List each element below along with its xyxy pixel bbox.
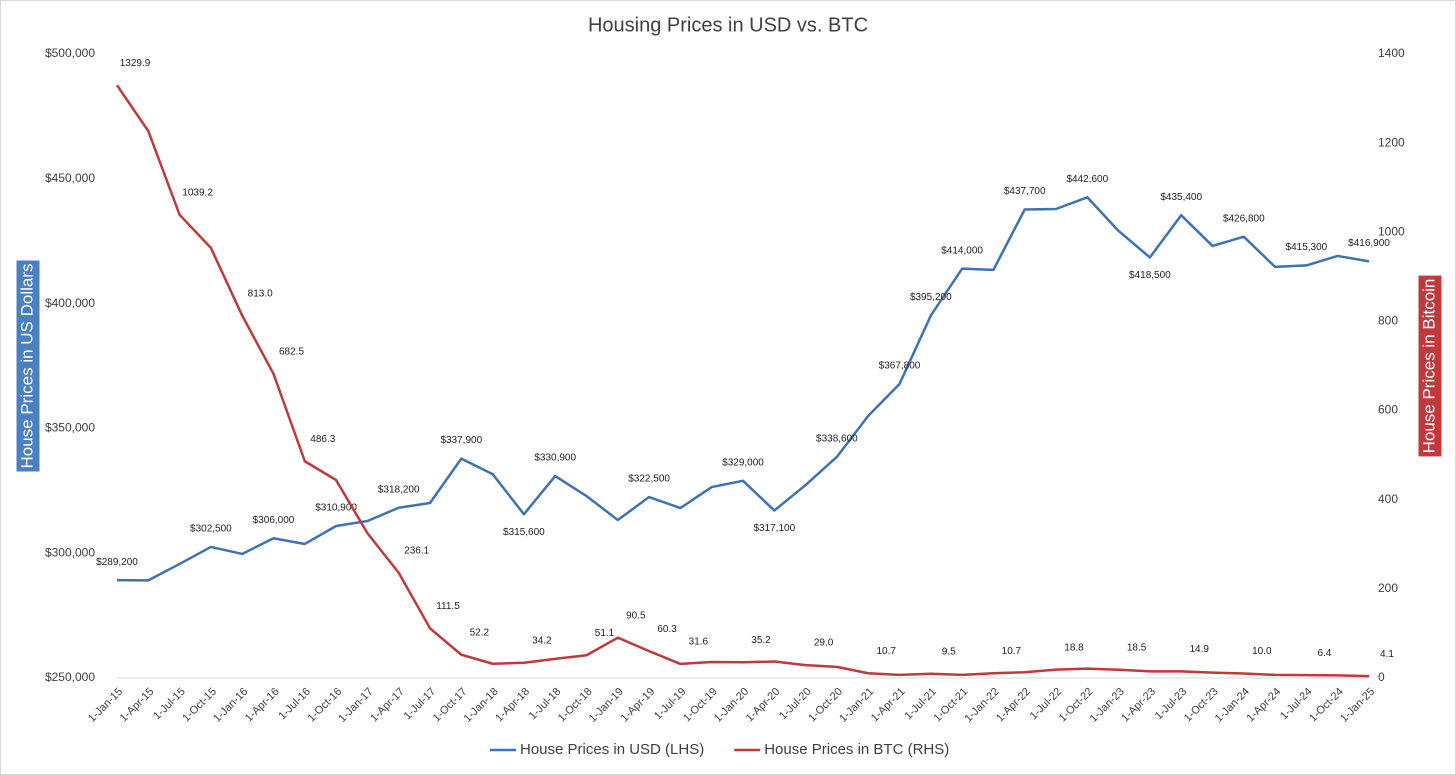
data-label: $415,300	[1286, 242, 1328, 253]
data-label: 14.9	[1189, 644, 1209, 655]
data-label: $367,800	[879, 361, 921, 372]
y2-tick-label: 400	[1378, 492, 1398, 506]
data-label: $317,100	[753, 523, 795, 534]
y-tick-label: $400,000	[45, 296, 95, 310]
data-label: $310,900	[315, 503, 357, 514]
y2-tick-label: 1200	[1378, 135, 1405, 149]
data-label: 682.5	[279, 346, 304, 357]
y2-tick-label: 1000	[1378, 224, 1405, 238]
chart-title: Housing Prices in USD vs. BTC	[588, 14, 868, 36]
y-tick-label: $450,000	[45, 171, 95, 185]
data-label: 4.1	[1380, 649, 1394, 660]
data-label: $416,900	[1348, 238, 1390, 249]
y-axis-title-text: House Prices in US Dollars	[17, 263, 36, 468]
data-label: 111.5	[436, 601, 460, 612]
y2-axis-title-box	[1418, 275, 1442, 457]
data-label: $302,500	[190, 524, 232, 535]
data-label: 31.6	[689, 637, 709, 648]
data-label: $318,200	[378, 484, 420, 495]
data-label: $315,600	[503, 527, 545, 538]
series-line	[115, 84, 1370, 678]
y-tick-label: $300,000	[45, 545, 95, 559]
data-label: $437,700	[1004, 186, 1046, 197]
data-label: 813.0	[248, 288, 273, 299]
data-label: $426,800	[1223, 213, 1265, 224]
y-axis-title-box	[16, 260, 40, 472]
data-label: 10.7	[876, 646, 896, 657]
data-label: 18.8	[1064, 642, 1084, 653]
y2-tick-label: 200	[1378, 581, 1398, 595]
data-label: $435,400	[1160, 192, 1202, 203]
y2-tick-label: 600	[1378, 403, 1398, 417]
data-label: 52.2	[470, 627, 490, 638]
data-label: 486.3	[310, 434, 335, 445]
data-label: $306,000	[253, 515, 295, 526]
data-label: $395,200	[910, 292, 952, 303]
data-label: 34.2	[532, 635, 552, 646]
data-label: 29.0	[814, 638, 834, 649]
data-label: 9.5	[942, 646, 956, 657]
data-label: $337,900	[440, 435, 482, 446]
data-label: 35.2	[751, 635, 771, 646]
y-axis-title: House Prices in US Dollars	[16, 260, 40, 472]
data-label: $418,500	[1129, 270, 1171, 281]
data-label: 18.5	[1127, 642, 1147, 653]
legend-label: House Prices in BTC (RHS)	[764, 741, 949, 758]
data-label: 10.0	[1252, 646, 1272, 657]
legend-label: House Prices in USD (LHS)	[520, 741, 704, 758]
data-label: 6.4	[1317, 648, 1331, 659]
y-tick-label: $250,000	[45, 670, 95, 684]
data-label: 10.7	[1002, 646, 1022, 657]
y2-tick-label: 1400	[1378, 46, 1405, 60]
data-label: $414,000	[941, 245, 983, 256]
y2-axis-title: House Prices in Bitcoin	[1418, 275, 1442, 457]
data-label: 60.3	[657, 624, 677, 635]
data-label: 90.5	[626, 610, 646, 621]
data-label: 51.1	[595, 628, 615, 639]
y-tick-label: $500,000	[45, 46, 95, 60]
y2-tick-label: 800	[1378, 314, 1398, 328]
data-label: $330,900	[534, 453, 576, 464]
data-label: $289,200	[96, 557, 138, 568]
data-label: 236.1	[404, 545, 429, 556]
data-label: $338,600	[816, 433, 858, 444]
data-label: 1329.9	[120, 58, 151, 69]
y2-tick-label: 0	[1378, 670, 1385, 684]
y-tick-label: $350,000	[45, 421, 95, 435]
data-label: 1039.2	[182, 187, 213, 198]
data-label: $442,600	[1066, 174, 1108, 185]
data-label: $329,000	[722, 457, 764, 468]
series-line	[116, 196, 1370, 582]
y2-axis-title-text: House Prices in Bitcoin	[1419, 279, 1438, 454]
data-label: $322,500	[628, 474, 670, 485]
